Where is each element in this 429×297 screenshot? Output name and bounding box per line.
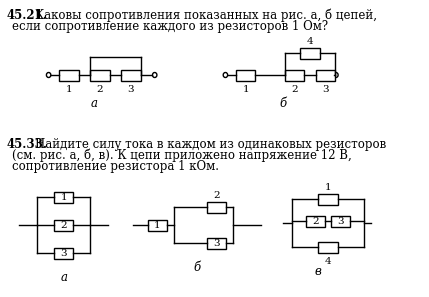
Text: в: в bbox=[315, 265, 322, 278]
Text: 1: 1 bbox=[242, 86, 249, 94]
Bar bbox=[148, 219, 167, 230]
Bar bbox=[284, 69, 304, 80]
Text: 3: 3 bbox=[322, 86, 329, 94]
Bar bbox=[236, 69, 255, 80]
Text: 1: 1 bbox=[60, 192, 67, 201]
Bar bbox=[90, 69, 110, 80]
Text: 45.21.: 45.21. bbox=[6, 9, 47, 22]
Text: 2: 2 bbox=[312, 217, 319, 225]
Text: б: б bbox=[279, 97, 287, 110]
Bar bbox=[207, 201, 226, 212]
Text: а: а bbox=[60, 271, 67, 284]
Text: (см. рис. а, б, в). К цепи приложено напряжение 12 В,: (см. рис. а, б, в). К цепи приложено нап… bbox=[12, 149, 352, 162]
Bar bbox=[54, 219, 73, 230]
Text: Найдите силу тока в каждом из одинаковых резисторов: Найдите силу тока в каждом из одинаковых… bbox=[35, 138, 387, 151]
Text: б: б bbox=[193, 261, 200, 274]
Text: 4: 4 bbox=[307, 37, 313, 45]
Bar bbox=[54, 192, 73, 203]
Bar bbox=[316, 69, 335, 80]
Bar bbox=[54, 247, 73, 258]
Text: 2: 2 bbox=[291, 86, 298, 94]
Text: а: а bbox=[91, 97, 98, 110]
Bar bbox=[59, 69, 79, 80]
Text: 45.33.: 45.33. bbox=[6, 138, 47, 151]
Bar bbox=[318, 194, 338, 205]
Text: сопротивление резистора 1 кОм.: сопротивление резистора 1 кОм. bbox=[12, 160, 219, 173]
Text: 4: 4 bbox=[325, 257, 331, 266]
Text: 1: 1 bbox=[325, 182, 331, 192]
Text: 2: 2 bbox=[213, 190, 220, 200]
Text: 3: 3 bbox=[213, 238, 220, 247]
Bar bbox=[300, 48, 320, 59]
Text: 3: 3 bbox=[127, 86, 134, 94]
Bar bbox=[121, 69, 141, 80]
Text: 2: 2 bbox=[60, 220, 67, 230]
Text: 2: 2 bbox=[97, 86, 103, 94]
Text: 3: 3 bbox=[60, 249, 67, 257]
Bar bbox=[331, 216, 350, 227]
Text: Каковы сопротивления показанных на рис. а, б цепей,: Каковы сопротивления показанных на рис. … bbox=[35, 9, 378, 23]
Bar bbox=[318, 241, 338, 252]
Text: 1: 1 bbox=[66, 86, 72, 94]
Text: 3: 3 bbox=[337, 217, 344, 225]
Bar bbox=[306, 216, 325, 227]
Bar bbox=[207, 238, 226, 249]
Text: если сопротивление каждого из резисторов 1 Ом?: если сопротивление каждого из резисторов… bbox=[12, 20, 329, 33]
Text: 1: 1 bbox=[154, 220, 160, 230]
